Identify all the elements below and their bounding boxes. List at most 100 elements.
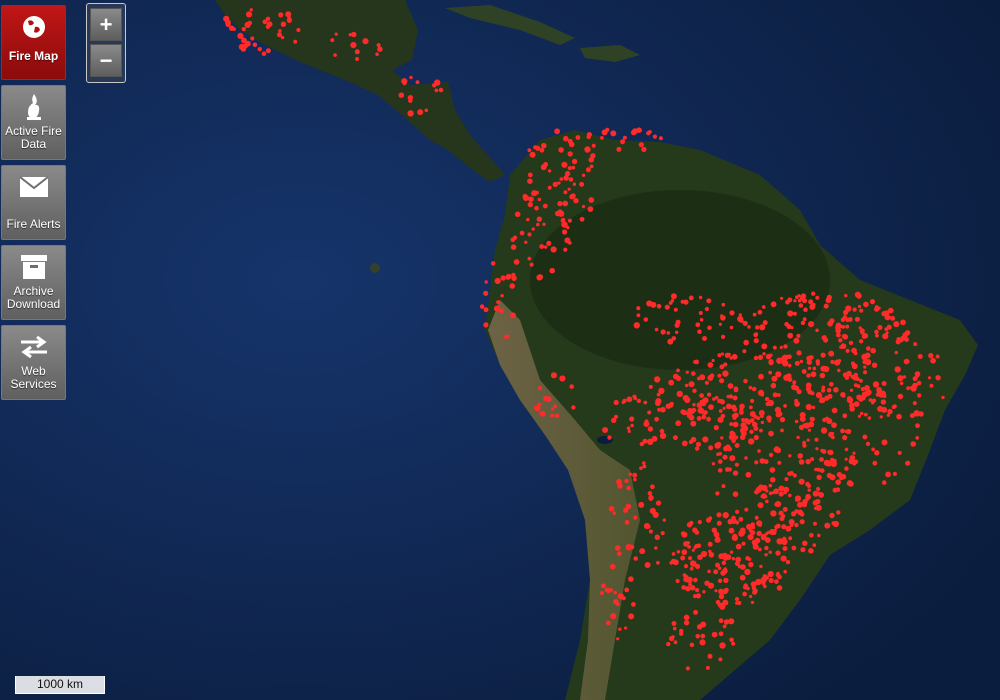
fire-point	[704, 580, 710, 586]
sidebar-item-archive-download[interactable]: Archive Download	[1, 245, 66, 320]
fire-point	[859, 308, 864, 313]
fire-point	[720, 352, 725, 356]
sidebar-item-fire-alerts[interactable]: Fire Alerts	[1, 165, 66, 240]
fire-point	[564, 170, 571, 177]
fire-point	[704, 380, 710, 385]
fire-point	[816, 486, 821, 492]
fire-point	[720, 413, 726, 419]
fire-point	[567, 241, 572, 245]
fire-point	[844, 375, 850, 380]
fire-point	[820, 448, 824, 453]
fire-point	[351, 31, 357, 38]
fire-point	[845, 324, 850, 329]
fire-point	[732, 470, 739, 476]
fire-point	[844, 457, 848, 461]
fire-detections	[223, 8, 945, 671]
fire-point	[616, 146, 622, 152]
fire-point	[652, 134, 658, 139]
fire-point	[683, 614, 690, 621]
fire-point	[547, 185, 552, 190]
fire-point	[779, 516, 785, 522]
fire-point	[807, 366, 812, 370]
fire-point	[787, 332, 794, 339]
fire-point	[571, 405, 576, 410]
fire-point	[742, 591, 747, 597]
fire-point	[662, 518, 666, 522]
fire-point	[847, 308, 851, 312]
fire-point	[625, 503, 632, 510]
fire-point	[767, 418, 772, 423]
sidebar-item-web-services[interactable]: Web Services	[1, 325, 66, 400]
fire-point	[656, 304, 662, 309]
fire-point	[510, 244, 517, 250]
fire-point	[554, 128, 560, 135]
fire-point	[670, 293, 677, 300]
fire-point	[757, 449, 761, 453]
fire-point	[571, 158, 578, 165]
fire-point	[692, 388, 697, 393]
fire-point	[714, 589, 718, 593]
fire-point	[872, 381, 880, 388]
fire-point	[885, 471, 891, 478]
fire-point	[631, 602, 636, 607]
fire-point	[493, 305, 500, 312]
fire-point	[742, 425, 749, 432]
fire-point	[676, 390, 683, 398]
fire-point	[780, 296, 784, 300]
fire-point	[836, 510, 841, 515]
fire-point	[791, 511, 797, 517]
fire-point	[757, 309, 763, 315]
fire-point	[591, 143, 596, 148]
fire-point	[575, 135, 581, 140]
fire-point	[699, 639, 706, 646]
fire-point	[753, 414, 758, 419]
fire-point	[747, 325, 751, 329]
fire-point	[877, 405, 884, 412]
fire-point	[673, 559, 679, 566]
sidebar-item-fire-map[interactable]: Fire Map	[1, 5, 66, 80]
fire-point	[566, 225, 570, 230]
fire-point	[935, 354, 940, 359]
fire-point	[620, 139, 626, 145]
fire-point	[494, 277, 501, 285]
fire-point	[714, 442, 721, 449]
fire-point	[484, 280, 488, 284]
sidebar-item-active-fire-data[interactable]: Active Fire Data	[1, 85, 66, 160]
fire-point	[853, 372, 858, 377]
fire-point	[261, 51, 267, 56]
fire-point	[528, 196, 534, 202]
fire-point	[280, 35, 285, 40]
fire-point	[669, 561, 674, 565]
fire-point	[872, 460, 878, 466]
fire-point	[558, 147, 564, 153]
fire-point	[772, 345, 777, 350]
fire-point	[854, 316, 861, 322]
fire-point	[799, 416, 806, 422]
fire-point	[814, 467, 818, 472]
fire-point	[753, 338, 759, 344]
fire-point	[881, 381, 887, 386]
fire-point	[819, 457, 824, 462]
zoom-out-button[interactable]: −	[90, 44, 122, 77]
fire-point	[828, 350, 835, 357]
fire-point	[438, 87, 444, 93]
fire-point	[717, 416, 724, 423]
fire-point	[624, 520, 630, 525]
zoom-in-button[interactable]: +	[90, 8, 122, 41]
fire-point	[826, 388, 832, 393]
fire-point	[680, 555, 686, 561]
fire-point	[513, 259, 520, 265]
fire-point	[643, 421, 650, 427]
fire-point	[713, 425, 719, 431]
fire-point	[758, 523, 762, 527]
fire-point	[811, 302, 816, 307]
fire-point	[398, 92, 405, 98]
fire-point	[626, 426, 631, 431]
fire-point	[649, 507, 656, 514]
fire-point	[782, 546, 788, 551]
fire-point	[841, 325, 846, 329]
fire-point	[864, 359, 872, 366]
fire-point	[879, 415, 883, 419]
fire-point	[277, 32, 282, 38]
